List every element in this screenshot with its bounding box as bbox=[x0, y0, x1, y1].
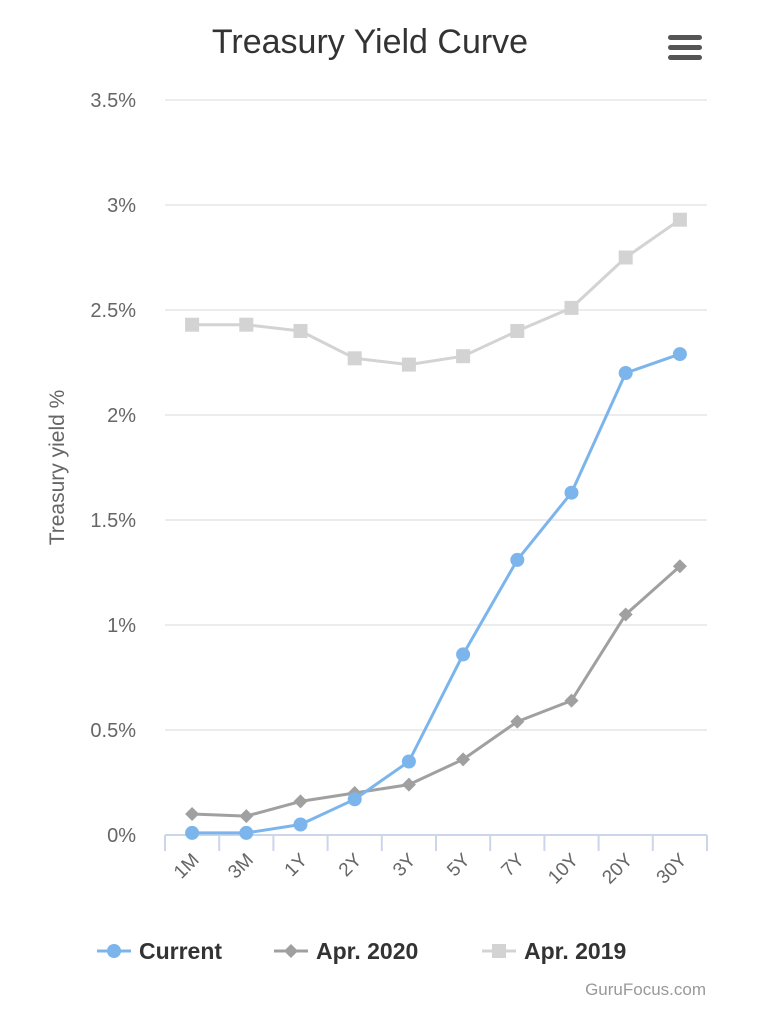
x-tick-label: 3Y bbox=[389, 849, 421, 881]
data-point[interactable] bbox=[564, 485, 579, 500]
data-point[interactable] bbox=[239, 317, 254, 332]
data-point[interactable] bbox=[618, 366, 633, 380]
data-point[interactable] bbox=[293, 324, 308, 338]
data-point[interactable] bbox=[293, 794, 308, 809]
data-point[interactable] bbox=[239, 825, 254, 840]
series-line bbox=[190, 352, 682, 835]
x-tick-label: 3M bbox=[224, 850, 258, 884]
data-point[interactable] bbox=[185, 317, 200, 332]
data-point[interactable] bbox=[239, 809, 254, 824]
data-point[interactable] bbox=[185, 825, 200, 840]
y-axis-label: Treasury yield % bbox=[46, 390, 69, 546]
y-tick-label: 3% bbox=[107, 195, 136, 217]
data-point[interactable] bbox=[618, 607, 633, 622]
series-apr-2019 bbox=[185, 212, 687, 372]
data-point[interactable] bbox=[618, 250, 633, 265]
data-point[interactable] bbox=[401, 754, 416, 769]
legend-label: Current bbox=[139, 938, 222, 964]
series-line bbox=[190, 564, 682, 818]
data-point[interactable] bbox=[456, 647, 471, 662]
series-current bbox=[185, 347, 687, 840]
x-tick-label: 10Y bbox=[544, 849, 583, 888]
legend-marker[interactable] bbox=[107, 944, 121, 958]
data-point[interactable] bbox=[564, 300, 579, 315]
y-tick-label: 1.5% bbox=[90, 510, 136, 532]
x-tick-label: 30Y bbox=[653, 849, 692, 888]
data-point[interactable] bbox=[510, 552, 525, 567]
data-point[interactable] bbox=[401, 777, 416, 792]
x-tick-label: 1Y bbox=[281, 849, 313, 881]
legend-label: Apr. 2020 bbox=[316, 938, 418, 964]
y-tick-label: 1% bbox=[107, 615, 136, 637]
chart-title: Treasury Yield Curve bbox=[212, 23, 528, 61]
y-tick-label: 0.5% bbox=[90, 720, 136, 742]
series-apr-2020 bbox=[185, 559, 687, 824]
data-point[interactable] bbox=[347, 792, 362, 807]
data-point[interactable] bbox=[456, 752, 471, 767]
data-point[interactable] bbox=[510, 324, 525, 338]
data-point[interactable] bbox=[564, 693, 579, 708]
data-point[interactable] bbox=[185, 807, 200, 821]
data-point[interactable] bbox=[672, 559, 687, 574]
y-tick-label: 2% bbox=[107, 405, 136, 427]
y-tick-label: 2.5% bbox=[90, 300, 136, 322]
hamburger-menu-icon[interactable] bbox=[662, 30, 702, 66]
x-tick-label: 1M bbox=[170, 850, 204, 884]
credits-link[interactable]: GuruFocus.com bbox=[585, 980, 706, 999]
x-tick-label: 5Y bbox=[443, 849, 475, 881]
y-tick-label: 3.5% bbox=[90, 90, 136, 112]
legend-label: Apr. 2019 bbox=[524, 938, 626, 964]
legend-marker[interactable] bbox=[284, 944, 298, 958]
data-point[interactable] bbox=[293, 817, 308, 832]
legend-item[interactable]: Current bbox=[97, 938, 222, 964]
series-line bbox=[190, 218, 682, 367]
x-tick-label: 7Y bbox=[498, 849, 530, 881]
data-point[interactable] bbox=[672, 347, 687, 362]
data-point[interactable] bbox=[347, 351, 362, 366]
legend-item[interactable]: Apr. 2020 bbox=[274, 938, 418, 964]
x-tick-label: 2Y bbox=[335, 849, 367, 881]
x-tick-label: 20Y bbox=[598, 849, 637, 888]
data-point[interactable] bbox=[401, 357, 416, 372]
legend-item[interactable]: Apr. 2019 bbox=[482, 938, 626, 964]
legend-marker[interactable] bbox=[492, 944, 506, 958]
data-point[interactable] bbox=[510, 714, 525, 729]
y-tick-label: 0% bbox=[107, 825, 136, 847]
data-point[interactable] bbox=[456, 349, 471, 364]
data-point[interactable] bbox=[672, 212, 687, 227]
